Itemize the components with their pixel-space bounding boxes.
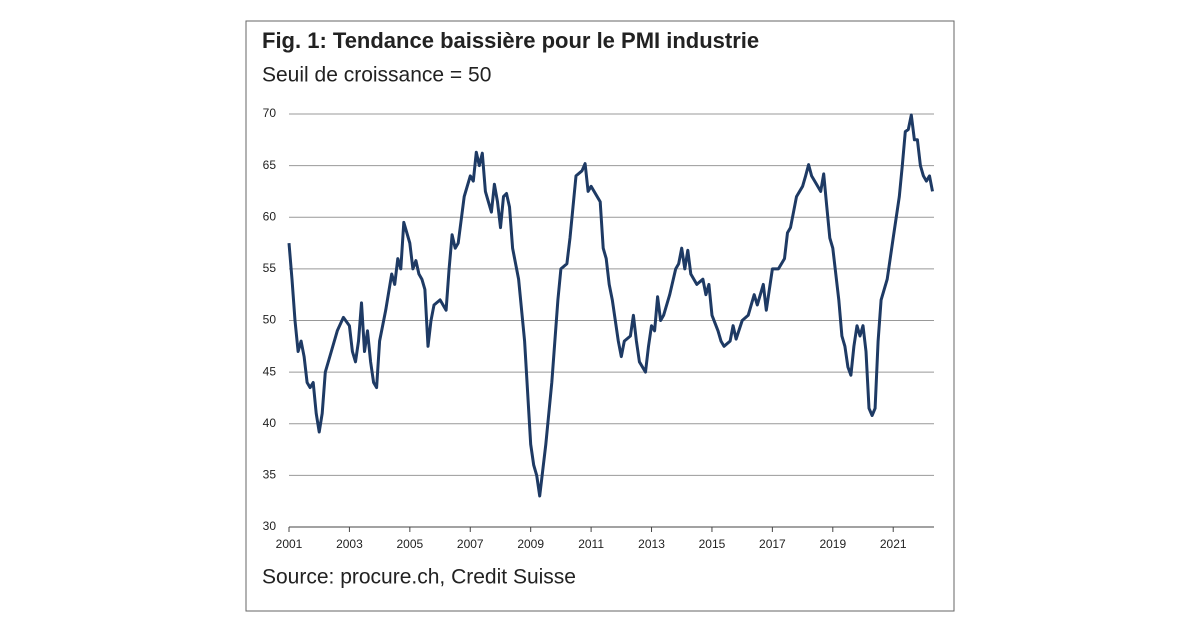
x-tick-label: 2021 (880, 537, 907, 551)
y-tick-label: 70 (263, 106, 277, 120)
source: Source: procure.ch, Credit Suisse (262, 566, 576, 589)
line (287, 113, 934, 498)
y-tick-label: 50 (263, 313, 277, 327)
x-tick-label: 2019 (819, 537, 846, 551)
y-tick-label: 60 (263, 209, 277, 223)
frame (245, 20, 955, 612)
x-tick-label: 2007 (457, 537, 484, 551)
chart-title: Fig. 1: Tendance baissière pour le PMI i… (262, 28, 759, 53)
y-tick-label: 40 (263, 416, 277, 430)
y-tick-label: 65 (263, 158, 277, 172)
x-tick-label: 2001 (276, 537, 303, 551)
x-tick-label: 2011 (578, 537, 604, 551)
chart-subtitle: Seuil de croissance = 50 (262, 64, 491, 87)
x-tick-label: 2009 (517, 537, 544, 551)
y-tick-label: 35 (263, 468, 277, 482)
y-tick-label: 30 (263, 519, 277, 533)
x-tick-label: 2013 (638, 537, 665, 551)
x-tick-label: 2003 (336, 537, 363, 551)
y-tick-label: 55 (263, 261, 277, 275)
x-tick-label: 2005 (396, 537, 423, 551)
x-tick-label: 2015 (699, 537, 726, 551)
y-tick-label: 45 (263, 364, 277, 378)
x-tick-label: 2017 (759, 537, 786, 551)
